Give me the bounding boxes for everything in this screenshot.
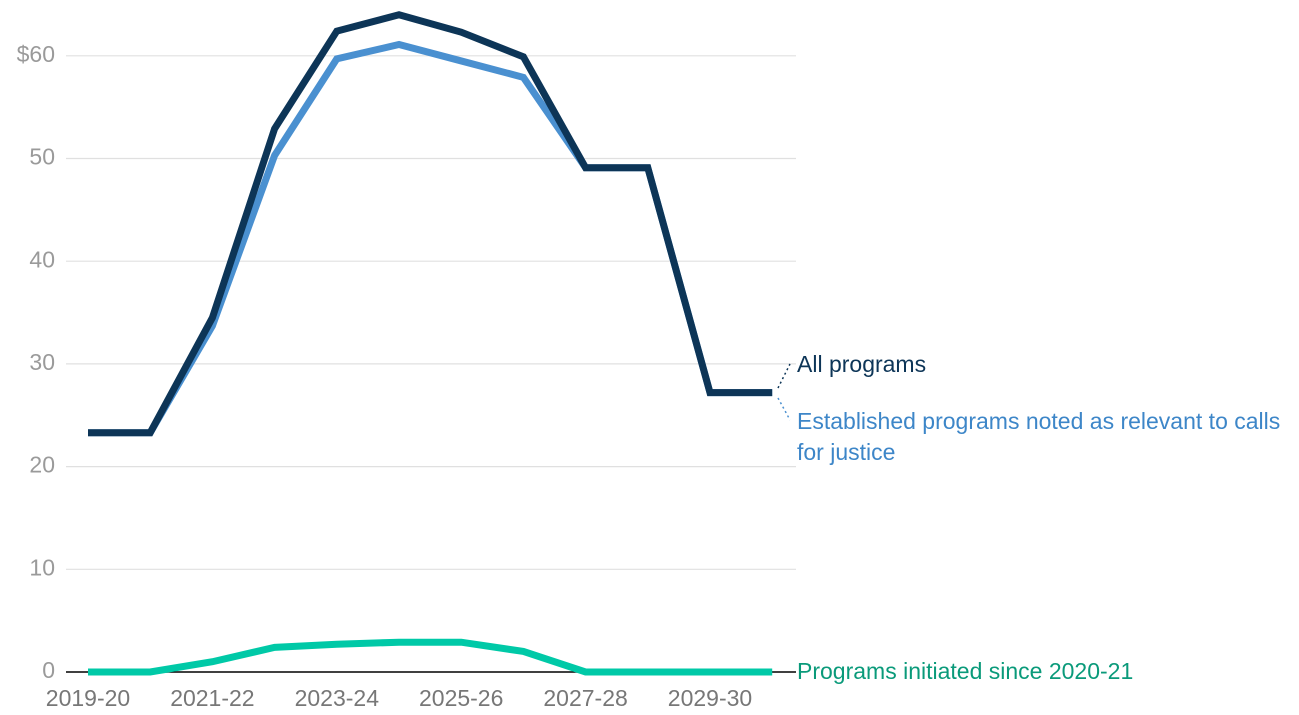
y-tick-label: 10 (29, 554, 55, 580)
connector (777, 363, 791, 389)
x-tick-label: 2029-30 (668, 685, 752, 711)
x-tick-label: 2023-24 (295, 685, 380, 711)
connector (777, 397, 791, 421)
y-tick-label: 40 (29, 246, 55, 272)
x-tick-label: 2027-28 (543, 685, 627, 711)
y-tick-label: 20 (29, 452, 55, 478)
x-tick-label: 2021-22 (170, 685, 254, 711)
series-line (88, 11, 773, 437)
y-tick-label: 30 (29, 349, 55, 375)
y-tick-label: 50 (29, 144, 55, 170)
series-label: Established programs noted as relevant t… (797, 408, 1281, 465)
series-label: All programs (797, 351, 927, 377)
x-tick-label: 2019-20 (46, 685, 130, 711)
series-line (88, 638, 773, 676)
x-tick-label: 2025-26 (419, 685, 503, 711)
y-tick-label: $60 (17, 41, 55, 67)
series-label: Programs initiated since 2020-21 (797, 658, 1134, 684)
y-tick-label: 0 (42, 657, 55, 683)
